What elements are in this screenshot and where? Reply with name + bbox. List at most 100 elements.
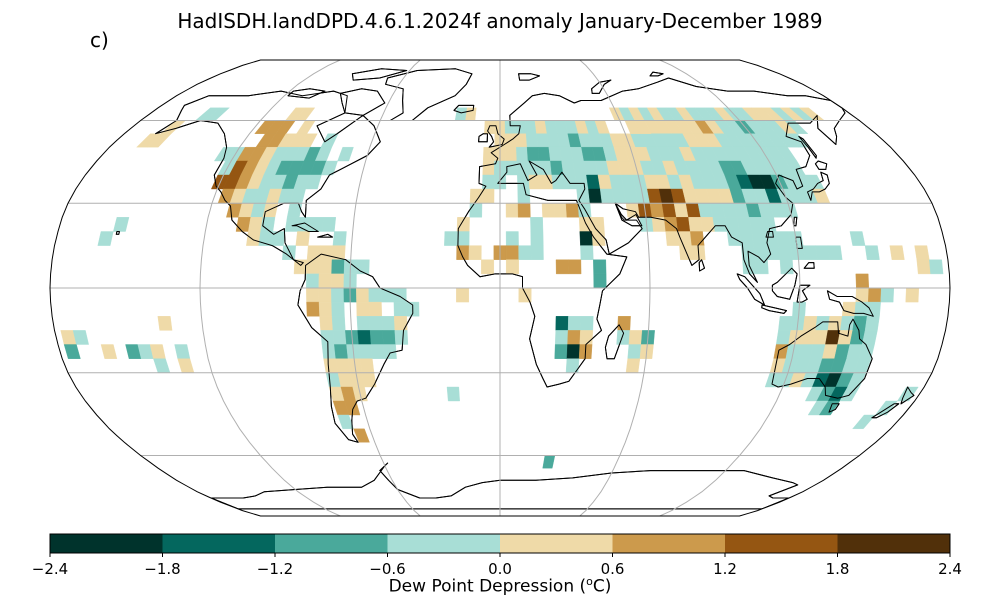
colorbar-tick: −0.6 [369,560,406,578]
colorbar-swatch [500,534,613,553]
anomaly-cell [382,330,396,345]
anomaly-cell [319,316,334,331]
anomaly-cell [815,245,830,260]
coastline-outline [478,133,488,143]
anomaly-cell [270,231,286,246]
anomaly-cell [306,273,320,289]
anomaly-cell [567,316,582,331]
colorbar-tick: 1.8 [825,560,850,578]
anomaly-cell [593,273,607,289]
anomaly-cell [565,203,580,218]
anomaly-cell [617,316,631,331]
coastline-outline [457,77,846,388]
coastline-outline [210,462,799,510]
coastline-outline [871,403,900,419]
anomaly-cell [394,330,409,345]
anomaly-cell [553,203,568,218]
anomaly-cell [331,287,345,303]
anomaly-cell [517,203,531,218]
anomaly-cell [751,231,767,246]
anomaly-cell [369,330,384,345]
anomaly-cell [530,245,544,260]
anomaly-cell [335,358,351,373]
anomaly-cell [516,160,530,176]
coastline-outline [487,125,505,148]
coastline-outline [798,135,817,159]
anomaly-cell [331,316,346,331]
anomaly-cell [779,259,794,275]
anomaly-cell [864,316,880,331]
anomaly-cell [525,133,539,148]
anomaly-cell [665,231,680,246]
anomaly-cell [444,231,458,246]
anomaly-cell [153,358,171,373]
anomaly-cell [849,231,866,246]
anomaly-cell [574,174,589,190]
coastline-outline [155,90,381,266]
anomaly-cell [866,301,881,317]
anomaly-cell [852,414,876,429]
anomaly-cell [334,344,349,359]
anomaly-cell [565,358,580,373]
anomaly-cell [517,188,531,204]
coastline-outline [814,160,828,170]
anomaly-cell [690,231,705,246]
anomaly-cell [505,147,518,162]
anomaly-cell [309,217,324,232]
anomaly-cell [306,259,320,275]
anomaly-cell [97,231,114,246]
anomaly-cell [548,147,562,162]
anomaly-cell [481,259,494,275]
anomaly-cell [323,358,339,373]
anomaly-cell [712,217,728,232]
anomaly-cell [72,330,89,345]
coastline-antarctica [210,462,799,510]
globe-outline [49,59,951,517]
anomaly-cell [306,245,321,260]
anomaly-cell [625,358,641,373]
anomaly-cell [469,203,483,218]
coastline-outline [900,386,915,405]
anomaly-cell [628,330,643,345]
coastline-ireland [478,133,488,143]
anomaly-cell [530,231,544,246]
anomaly-cell [802,245,818,260]
colorbar-label-suffix: C) [592,576,612,597]
anomaly-cell [381,316,396,331]
anomaly-cell [332,231,347,246]
colorbar-swatch [275,534,388,553]
anomaly-cell [754,259,769,275]
anomaly-cell [482,174,495,190]
anomaly-cell [505,231,519,246]
anomaly-cell [815,316,830,331]
colorbar-tick: 2.4 [938,560,962,578]
colorbar-swatch [387,534,501,553]
coastline-outline [765,231,774,238]
anomaly-cell [827,245,843,260]
anomaly-cell [506,259,519,275]
anomaly-cell [319,245,334,260]
anomaly-cell [555,316,569,331]
anomaly-cell [481,188,495,204]
anomaly-cell [318,273,332,289]
anomaly-cell [526,147,540,162]
anomaly-cell [306,287,320,303]
anomaly-cell [246,231,261,246]
anomaly-cell [331,301,345,317]
anomaly-cell [357,330,372,345]
anomaly-cell [358,344,373,359]
anomaly-cell [818,400,841,416]
anomaly-cell [542,455,556,469]
anomaly-cell [761,217,777,232]
coastline-outline [518,73,540,81]
colorbar-swatch [50,534,163,553]
anomaly-cell [541,203,555,218]
coastline-outline [828,403,840,413]
anomaly-cell [827,316,843,331]
anomaly-cell [321,217,337,232]
anomaly-cell [914,245,930,260]
anomaly-cell [567,330,581,345]
coastline-sumatra [736,273,765,306]
anomaly-cell [855,273,870,289]
